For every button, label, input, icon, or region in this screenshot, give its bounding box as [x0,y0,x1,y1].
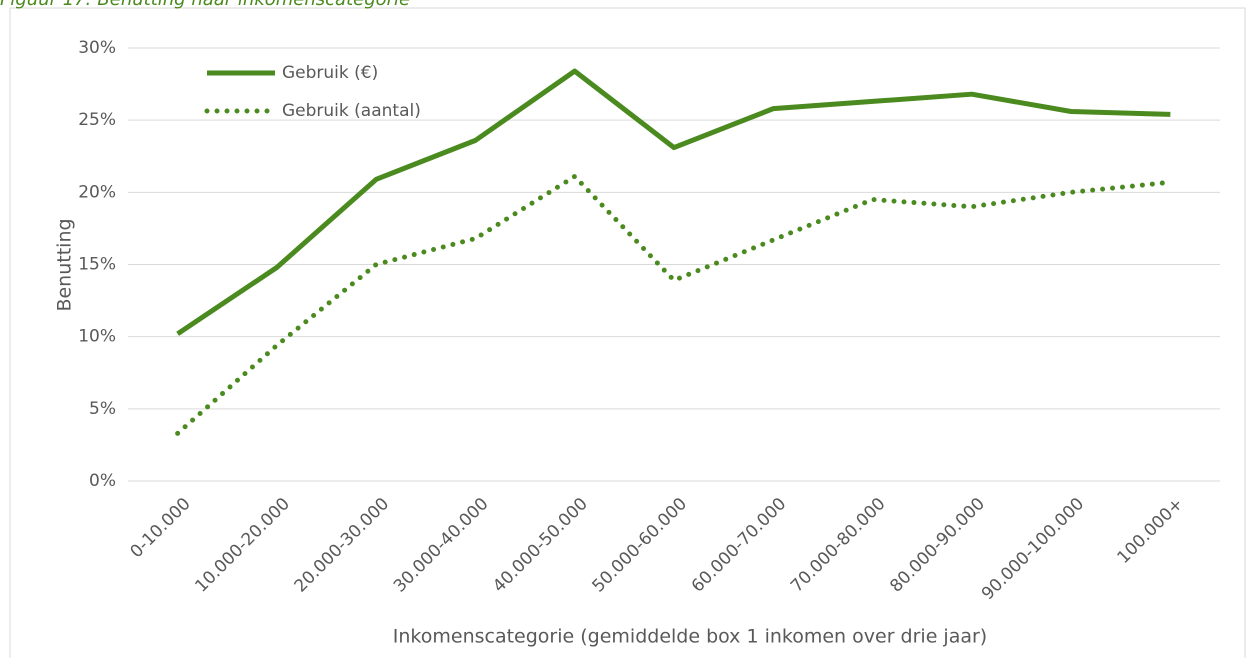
y-tick-label: 5% [89,399,116,419]
x-tick-label: 70.000-80.000 [787,494,890,597]
legend-label: Gebruik (€) [282,63,378,83]
y-tick-label: 10% [78,327,116,347]
x-axis-title: Inkomenscategorie (gemiddelde box 1 inko… [393,626,987,648]
x-tick-label: 40.000-50.000 [489,494,592,597]
y-tick-label: 30% [78,38,116,58]
x-tick-label: 20.000-30.000 [291,494,394,597]
x-tick-label: 50.000-60.000 [588,494,691,597]
x-tick-label: 100.000+ [1114,494,1188,568]
x-tick-label: 60.000-70.000 [688,494,791,597]
y-tick-label: 25% [78,110,116,130]
x-tick-label: 0-10.000 [127,494,195,562]
y-axis-title: Benutting [54,218,76,311]
x-tick-label: 80.000-90.000 [886,494,989,597]
y-tick-label: 20% [78,182,116,202]
x-tick-label: 90.000-100.000 [978,494,1088,604]
chart-title: Figuur 17: Benutting naar inkomenscatego… [0,0,410,10]
legend-label: Gebruik (aantal) [282,101,421,121]
x-tick-label: 10.000-20.000 [191,494,294,597]
chart-frame [9,7,1246,658]
series-line [176,68,1171,336]
y-tick-label: 15% [78,255,116,275]
x-tick-label: 30.000-40.000 [390,494,493,597]
y-tick-label: 0% [89,471,116,491]
series-line [175,173,1173,436]
